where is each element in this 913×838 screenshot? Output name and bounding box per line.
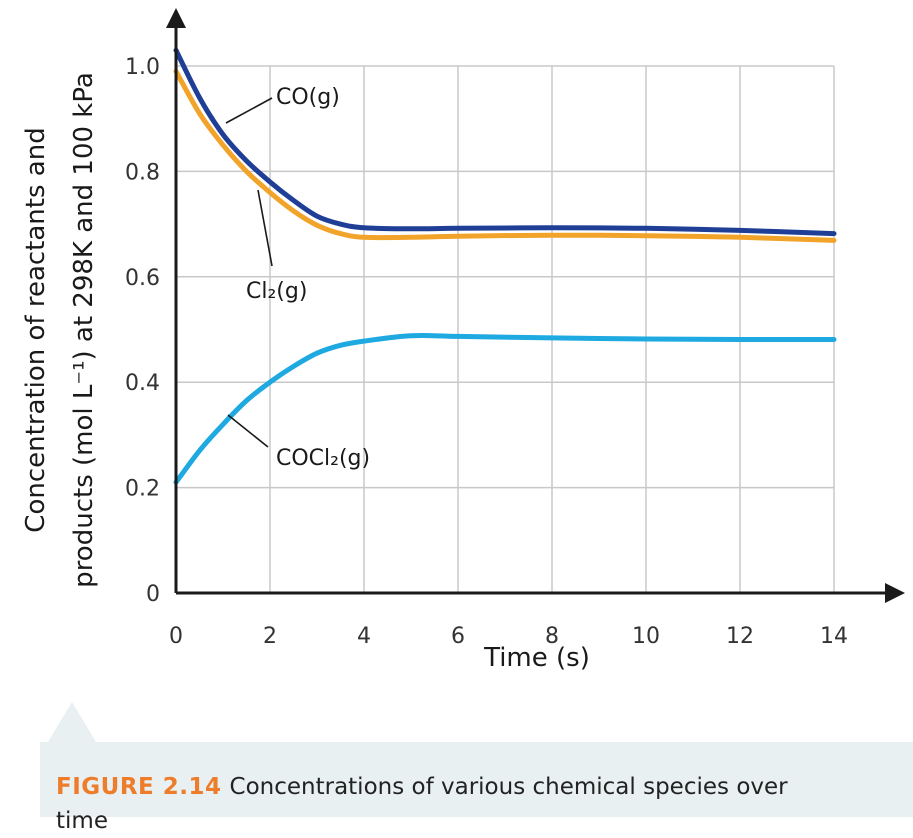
x-axis-arrow (885, 583, 905, 603)
caption-pointer (48, 702, 96, 742)
figure-caption: FIGURE 2.14 Concentrations of various che… (56, 770, 816, 838)
chart: 0 2 4 6 8 10 12 14 0 0.2 0.4 0.6 0.8 1.0 CO(g) Cl₂(g)… (21, 8, 905, 673)
x-axis-title: Time (s) (483, 643, 590, 673)
y-tick-label: 0 (146, 582, 160, 607)
annotation-layer: CO(g) Cl₂(g) COCl₂(g) (225, 85, 370, 471)
x-tick-label: 2 (263, 624, 277, 649)
y-tick-label: 0.4 (125, 371, 160, 396)
y-tick-label: 0.8 (125, 160, 160, 185)
y-axis-arrow (166, 8, 186, 28)
series-line-cocl2 (173, 333, 837, 485)
y-axis-title-line1: Concentration of reactants and (21, 127, 51, 532)
series-line-cl2 (173, 68, 837, 243)
series-line-co (173, 47, 837, 237)
cl2-leader-line (257, 189, 273, 267)
axes (166, 8, 905, 603)
y-tick-label: 1.0 (125, 55, 160, 80)
y-tick-label: 0.6 (125, 266, 160, 291)
cocl2-label: COCl₂(g) (276, 446, 370, 471)
ticks: 0 2 4 6 8 10 12 14 0 0.2 0.4 0.6 0.8 1.0 (125, 55, 848, 649)
figure-number: FIGURE 2.14 (56, 774, 222, 800)
y-tick-label: 0.2 (125, 477, 160, 502)
x-tick-label: 14 (820, 624, 848, 649)
grid (176, 65, 835, 593)
x-tick-label: 6 (451, 624, 465, 649)
caption-box (40, 742, 913, 817)
cl2-label: Cl₂(g) (246, 279, 307, 304)
co-leader-line (225, 97, 273, 124)
x-tick-label: 12 (726, 624, 754, 649)
series-layer (173, 47, 837, 485)
x-tick-label: 4 (357, 624, 371, 649)
cocl2-leader-line (227, 414, 269, 448)
co-label: CO(g) (276, 85, 340, 110)
x-tick-label: 0 (169, 624, 183, 649)
y-axis-title-line2: products (mol L⁻¹) at 298K and 100 kPa (69, 72, 99, 588)
x-tick-label: 8 (545, 624, 559, 649)
x-tick-label: 10 (632, 624, 660, 649)
